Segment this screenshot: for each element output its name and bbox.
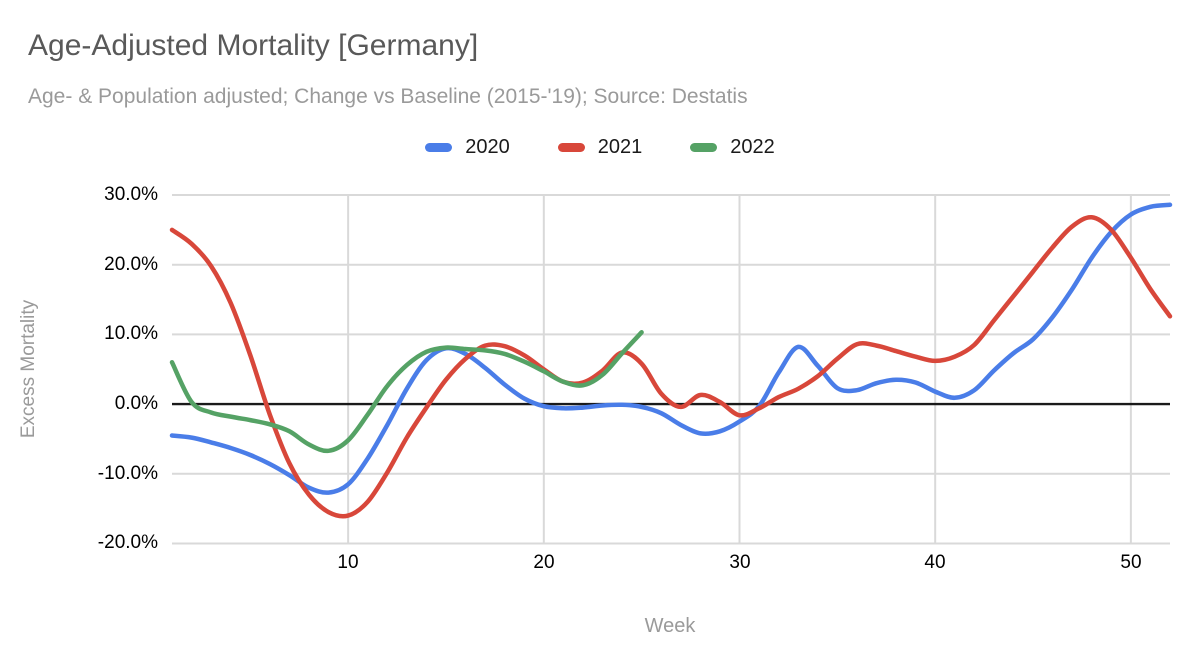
y-tick-label-neg20: -20.0% xyxy=(97,532,158,553)
y-tick-label-0: 0.0% xyxy=(114,393,158,414)
legend-label-2021: 2021 xyxy=(597,136,643,158)
y-tick-label-10: 10.0% xyxy=(104,323,158,344)
x-tick-label-30: 30 xyxy=(729,552,751,573)
y-tick-label-30: 30.0% xyxy=(104,184,158,205)
legend-swatch-2022 xyxy=(690,143,718,152)
legend-item-2020: 2020 xyxy=(425,136,510,159)
chart-subtitle: Age- & Population adjusted; Change vs Ba… xyxy=(28,85,748,108)
x-tick-label-50: 50 xyxy=(1120,552,1142,573)
y-tick-label-neg10: -10.0% xyxy=(97,463,158,484)
x-tick-label-20: 20 xyxy=(533,552,555,573)
legend-item-2021: 2021 xyxy=(557,136,643,159)
series-line-2020 xyxy=(169,202,1173,495)
x-axis-title: Week xyxy=(644,615,696,637)
y-axis-title: Excess Mortality xyxy=(18,299,39,439)
y-tick-label-20: 20.0% xyxy=(104,254,158,275)
series-line-2021 xyxy=(169,215,1173,519)
x-tick-label-40: 40 xyxy=(924,552,946,573)
series-line-2022 xyxy=(169,330,644,454)
legend-swatch-2020 xyxy=(425,143,453,152)
chart-legend: 2020 2021 2022 xyxy=(0,136,1200,159)
x-tick-label-10: 10 xyxy=(337,552,359,573)
legend-swatch-2021 xyxy=(557,143,585,152)
legend-label-2022: 2022 xyxy=(730,136,775,158)
legend-label-2020: 2020 xyxy=(465,136,510,158)
chart-title: Age-Adjusted Mortality [Germany] xyxy=(28,29,479,62)
legend-item-2022: 2022 xyxy=(690,136,775,159)
